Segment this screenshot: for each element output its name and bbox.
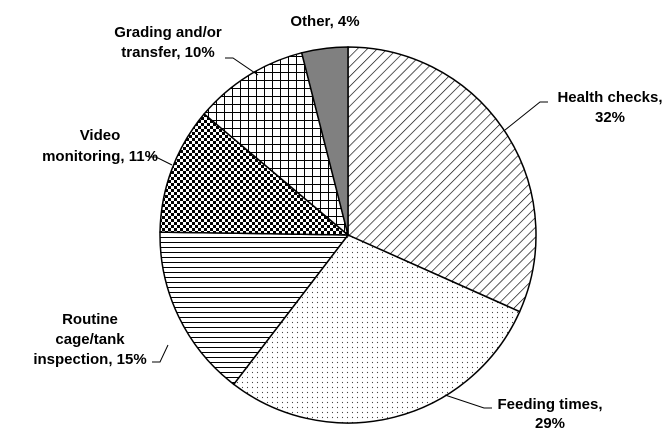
- slice-label: transfer, 10%: [121, 44, 214, 61]
- pie-slice: [159, 112, 351, 236]
- slice-label: 32%: [595, 109, 625, 126]
- leader-line: [504, 101, 548, 131]
- pie-slice: [232, 234, 521, 424]
- slice-label: monitoring, 11%: [42, 148, 158, 165]
- leader-line: [148, 156, 173, 166]
- pie-slice: [203, 51, 350, 238]
- leader-line: [444, 394, 492, 409]
- slice-label: Health checks,: [557, 89, 662, 106]
- pie-slice: [347, 46, 537, 313]
- slice-label: Feeding times,: [497, 396, 602, 413]
- pie-slice: [300, 46, 349, 236]
- slice-label: 29%: [535, 415, 565, 428]
- leader-line: [225, 57, 259, 76]
- pie-slice: [159, 231, 350, 386]
- slice-label: Other, 4%: [290, 13, 359, 30]
- slice-label: Video: [80, 127, 121, 144]
- slice-label: cage/tank: [55, 331, 125, 348]
- pie: [159, 46, 537, 424]
- slice-label: inspection, 15%: [33, 351, 146, 368]
- leader-lines: [148, 57, 548, 409]
- slice-label: Grading and/or: [114, 24, 222, 41]
- leader-line: [152, 344, 169, 363]
- slice-label: Routine: [62, 311, 118, 328]
